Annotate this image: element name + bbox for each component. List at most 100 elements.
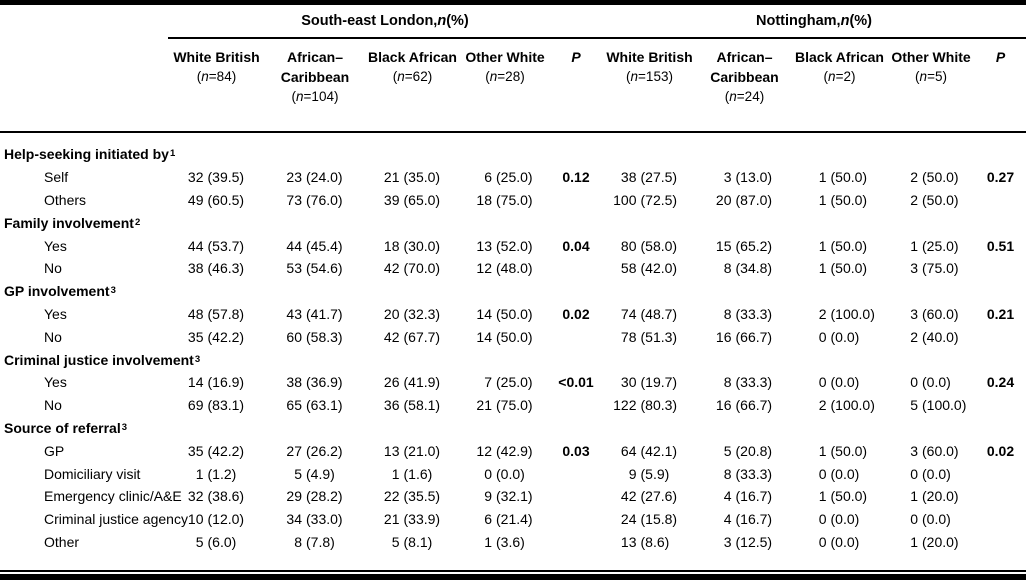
cell-percent: (0.0) <box>922 465 951 482</box>
data-cell: 1 (25.0) <box>887 234 975 257</box>
p-value-cell <box>975 394 1026 417</box>
data-cell: 27 (26.2) <box>265 439 365 462</box>
cell-count: 29 <box>286 488 302 505</box>
cell-percent: (8.6) <box>640 533 670 550</box>
p-value-cell: 0.21 <box>986 305 1015 322</box>
column-n-count: (n=104) <box>291 89 339 104</box>
cell-count: 5 <box>195 533 204 550</box>
cell-percent: (50.0) <box>830 488 868 505</box>
data-cell: 74 (48.7) <box>602 303 697 326</box>
section-label: GP involvement 3 <box>4 283 116 300</box>
cell-percent: (41.9) <box>403 374 441 391</box>
cell-percent: (6.0) <box>207 533 237 550</box>
data-cell: 38 (36.9) <box>265 371 365 394</box>
column-name: Black African <box>368 49 457 65</box>
cell-percent: (42.1) <box>640 442 678 459</box>
cell-percent: (0.0) <box>922 374 951 391</box>
data-cell: 2 (100.0) <box>792 303 887 326</box>
data-cell: 13 (8.6) <box>602 531 697 554</box>
cell-percent: (20.8) <box>735 442 773 459</box>
column-header-p: P <box>571 49 581 65</box>
data-cell: 0 (0.0) <box>792 508 887 531</box>
cell-percent: (39.5) <box>207 169 245 186</box>
cell-count: 8 <box>723 305 732 322</box>
cell-count: 1 <box>818 260 827 277</box>
cell-count: 22 <box>383 488 400 505</box>
cell-percent: (0.0) <box>496 465 525 482</box>
section-label: Help-seeking initiated by 1 <box>4 146 176 163</box>
cell-count: 9 <box>628 465 637 482</box>
cell-percent: (36.9) <box>306 374 343 391</box>
cell-percent: (75.0) <box>496 191 533 208</box>
cell-count: 122 <box>613 397 637 414</box>
cell-count: 32 <box>187 488 204 505</box>
cell-percent: (63.1) <box>306 397 343 414</box>
column-header: White British (n=84) <box>168 39 265 131</box>
data-cell: 48 (57.8) <box>168 303 265 326</box>
data-cell: 3 (75.0) <box>887 257 975 280</box>
cell-count: 21 <box>476 397 492 414</box>
data-cell: 8 (33.3) <box>697 462 792 485</box>
cell-count: 3 <box>910 442 918 459</box>
p-value-cell <box>975 508 1026 531</box>
cell-count: 0 <box>818 511 827 528</box>
cell-percent: (33.3) <box>735 305 773 322</box>
cell-count: 8 <box>723 260 732 277</box>
cell-count: 38 <box>187 260 204 277</box>
p-value-cell <box>550 462 602 485</box>
data-cell: 0 (0.0) <box>792 531 887 554</box>
cell-count: 1 <box>818 237 827 254</box>
cell-percent: (33.3) <box>735 465 773 482</box>
cell-percent: (0.0) <box>830 533 860 550</box>
cell-count: 44 <box>286 237 302 254</box>
cell-percent: (12.0) <box>207 511 245 528</box>
data-cell: 58 (42.0) <box>602 257 697 280</box>
cell-percent: (33.3) <box>735 374 773 391</box>
cell-percent: (57.8) <box>207 305 245 322</box>
p-value-cell: <0.01 <box>558 374 594 391</box>
cell-percent: (50.0) <box>922 169 959 186</box>
cell-count: 1 <box>818 442 827 459</box>
column-name: Other White <box>891 49 971 65</box>
cell-percent: (20.0) <box>922 488 959 505</box>
section-label: Source of referral 3 <box>4 419 128 436</box>
cell-percent: (50.0) <box>922 191 959 208</box>
data-cell: 2 (100.0) <box>792 394 887 417</box>
cell-percent: (50.0) <box>830 191 868 208</box>
section-label: Family involvement 2 <box>4 214 141 231</box>
p-value-cell <box>975 325 1026 348</box>
cell-percent: (60.5) <box>207 191 245 208</box>
cell-percent: (50.0) <box>830 442 868 459</box>
cell-count: 34 <box>286 511 302 528</box>
data-cell: 6 (25.0) <box>460 166 550 189</box>
cell-count: 5 <box>723 442 732 459</box>
column-name: Black African <box>795 49 884 65</box>
data-cell: 3 (60.0) <box>887 303 975 326</box>
column-header: Other White (n=28) <box>460 39 550 131</box>
p-value-cell <box>550 485 602 508</box>
data-cell: 14 (50.0) <box>460 325 550 348</box>
cell-count: 12 <box>476 260 492 277</box>
data-cell: 69 (83.1) <box>168 394 265 417</box>
cell-count: 30 <box>620 374 637 391</box>
cell-percent: (51.3) <box>640 328 678 345</box>
data-cell: 18 (75.0) <box>460 189 550 212</box>
cell-count: 1 <box>391 465 400 482</box>
cell-percent: (34.8) <box>735 260 773 277</box>
cell-percent: (83.1) <box>207 397 245 414</box>
data-cell: 29 (28.2) <box>265 485 365 508</box>
cell-percent: (70.0) <box>403 260 441 277</box>
cell-count: 44 <box>187 237 204 254</box>
cell-count: 2 <box>910 169 918 186</box>
column-n-count: (n=153) <box>626 69 673 84</box>
cell-percent: (80.3) <box>640 397 678 414</box>
cell-count: 4 <box>723 511 732 528</box>
cell-percent: (30.0) <box>403 237 441 254</box>
region-title: South-east London, n (%) <box>168 5 602 39</box>
cell-percent: (0.0) <box>830 328 860 345</box>
cell-percent: (42.2) <box>207 442 245 459</box>
cell-count: 2 <box>818 397 827 414</box>
cell-count: 14 <box>187 374 204 391</box>
data-cell: 2 (50.0) <box>887 189 975 212</box>
